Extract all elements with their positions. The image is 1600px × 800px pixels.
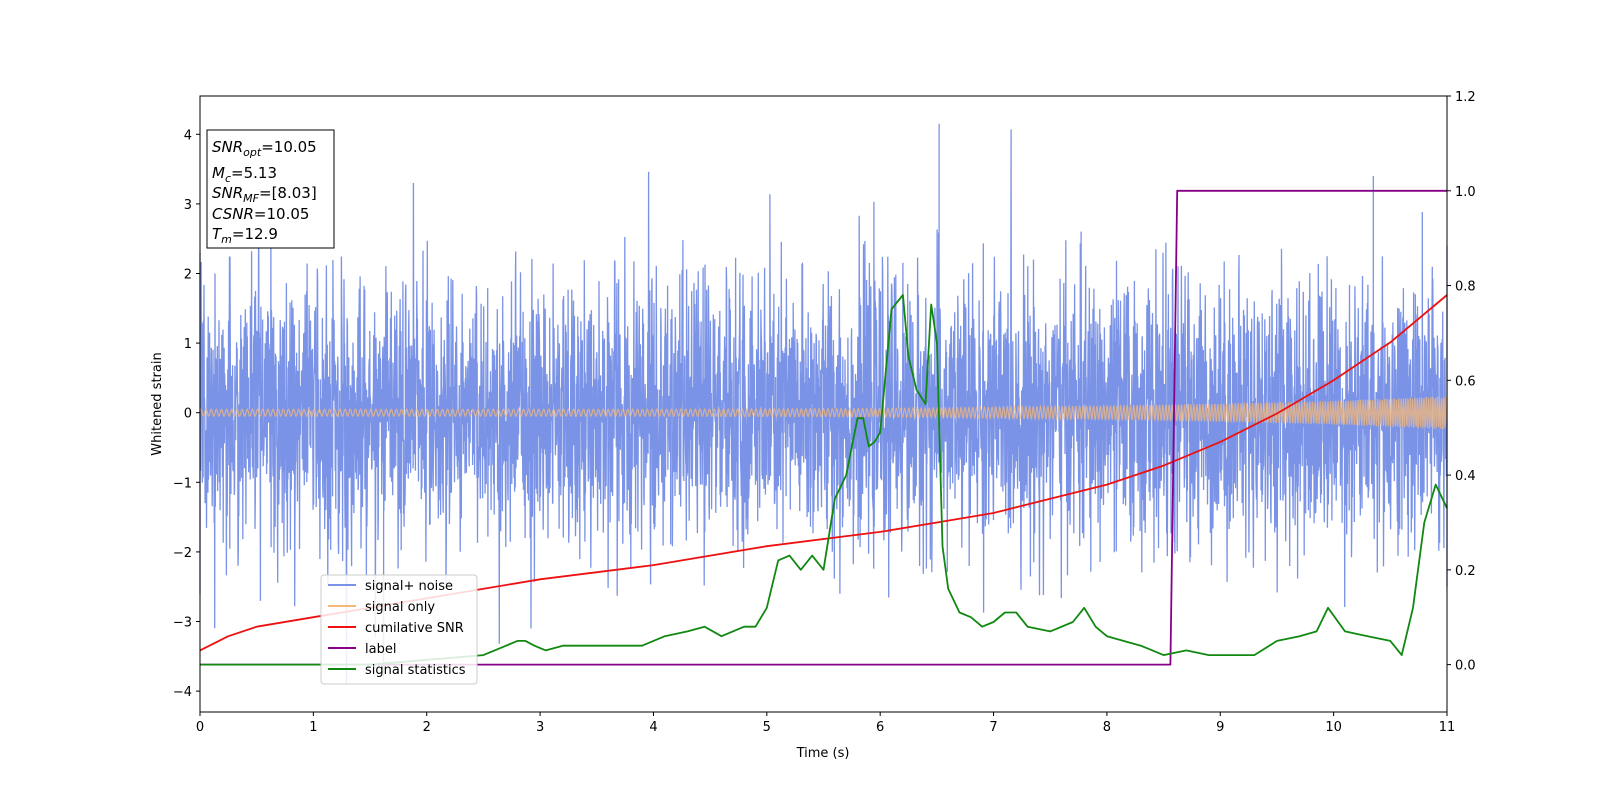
y2-tick-label: 0.6 <box>1455 374 1476 389</box>
annotation-mc: Mc=5.13 <box>212 164 277 185</box>
legend-label-signal-statistics: signal statistics <box>365 663 466 678</box>
x-tick-label: 4 <box>649 720 657 735</box>
y-tick-label: 0 <box>184 407 192 422</box>
y-axis-right: 0.0 0.2 0.4 0.6 0.8 1.0 1.2 <box>1447 90 1476 674</box>
annotation-box <box>206 129 335 249</box>
x-tick-label: 5 <box>763 720 771 735</box>
y2-tick-label: 1.2 <box>1455 90 1476 105</box>
annotation-snr-opt: SNRopt=10.05 <box>212 138 317 159</box>
y2-tick-label: 1.0 <box>1455 185 1476 200</box>
y2-tick-label: 0.2 <box>1455 564 1476 579</box>
y-tick-label: 2 <box>184 267 192 282</box>
legend-label-label: label <box>365 642 396 657</box>
legend-box <box>320 574 478 685</box>
y-tick-label: 1 <box>184 337 192 352</box>
legend: signal+ noise signal only cumilative SNR… <box>320 574 478 685</box>
y-tick-label: −1 <box>173 476 192 491</box>
x-tick-label: 1 <box>309 720 317 735</box>
annotation-snr-mf: SNRMF=[8.03] <box>212 184 317 205</box>
y2-tick-label: 0.8 <box>1455 280 1476 295</box>
y2-tick-label: 0.0 <box>1455 659 1476 674</box>
x-tick-label: 2 <box>423 720 431 735</box>
y-tick-label: −2 <box>173 546 192 561</box>
signal-only-line <box>199 396 1448 430</box>
x-tick-label: 10 <box>1325 720 1342 735</box>
x-tick-label: 8 <box>1103 720 1111 735</box>
y-axis-left: −4 −3 −2 −1 0 1 2 3 4 <box>173 128 200 700</box>
stats-annotation: SNRopt=10.05 Mc=5.13 SNRMF=[8.03] CSNR=1… <box>206 129 335 249</box>
label-line <box>200 189 1447 666</box>
legend-label-signal-only: signal only <box>365 600 435 615</box>
x-tick-label: 6 <box>876 720 884 735</box>
y-tick-label: 3 <box>184 198 192 213</box>
annotation-csnr: CSNR=10.05 <box>212 205 309 223</box>
x-tick-label: 7 <box>989 720 997 735</box>
signal-statistics-line <box>200 294 1448 666</box>
plot-frame <box>199 95 1448 713</box>
signal-only-series <box>199 396 1448 430</box>
x-axis: 0 1 2 3 4 5 6 7 8 9 10 11 <box>196 712 1455 735</box>
legend-label-signal-noise: signal+ noise <box>365 579 453 594</box>
annotation-tm: Tm=12.9 <box>212 225 278 246</box>
legend-label-cumulative-snr: cumilative SNR <box>365 621 464 636</box>
y-tick-label: 4 <box>184 128 192 143</box>
y2-tick-label: 0.4 <box>1455 469 1476 484</box>
x-axis-label: Time (s) <box>796 746 850 761</box>
y-axis-label: Whitened strain <box>150 352 165 455</box>
y-tick-label: −3 <box>173 616 192 631</box>
x-tick-label: 0 <box>196 720 204 735</box>
x-tick-label: 11 <box>1439 720 1456 735</box>
x-tick-label: 3 <box>536 720 544 735</box>
x-tick-label: 9 <box>1216 720 1224 735</box>
y-tick-label: −4 <box>173 685 192 700</box>
